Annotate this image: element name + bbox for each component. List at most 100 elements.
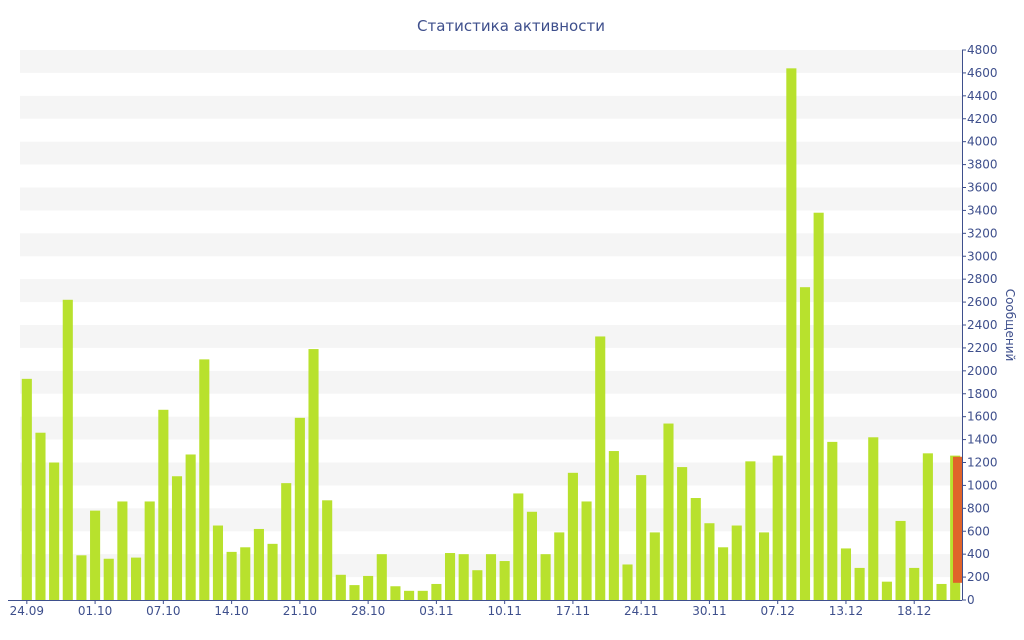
y-tick-label: 2200 (967, 341, 998, 355)
y-tick-label: 200 (967, 570, 990, 584)
bar (335, 574, 346, 600)
bar (49, 462, 60, 600)
bar (21, 378, 32, 600)
bar (349, 585, 360, 600)
bar (103, 558, 114, 600)
bar (704, 523, 715, 600)
y-tick-label: 4400 (967, 89, 998, 103)
y-tick-label: 3200 (967, 226, 998, 240)
bar (540, 554, 551, 600)
grid-band (20, 141, 962, 165)
y-tick-label: 4200 (967, 112, 998, 126)
y-tick-label: 4800 (967, 43, 998, 57)
bar (677, 467, 688, 600)
bar (390, 586, 401, 600)
y-tick-label: 4000 (967, 135, 998, 149)
bar (868, 437, 879, 600)
x-tick-label: 14.10 (214, 604, 248, 618)
x-tick-label: 07.10 (146, 604, 180, 618)
x-tick-label: 18.12 (897, 604, 931, 618)
bar (718, 547, 729, 600)
chart-title: Статистика активности (417, 17, 605, 35)
grid-band (20, 416, 962, 440)
y-tick-label: 3000 (967, 249, 998, 263)
bar (308, 349, 319, 600)
bar (649, 532, 660, 600)
y-tick-label: 2400 (967, 318, 998, 332)
bar (513, 493, 524, 600)
x-tick-label: 24.09 (10, 604, 44, 618)
x-tick-label: 21.10 (283, 604, 317, 618)
bar (636, 475, 647, 600)
bar (281, 483, 292, 601)
grid-bands (20, 50, 962, 578)
bar (117, 501, 128, 600)
y-tick-label: 4600 (967, 66, 998, 80)
bars (21, 68, 962, 601)
y-tick-label: 1200 (967, 456, 998, 470)
x-axis: 24.09 01.10 07.10 14.10 21.10 28.10 03.11 10.11… (8, 600, 962, 618)
grid-band (20, 233, 962, 257)
bar (554, 532, 565, 600)
bar (813, 212, 824, 600)
bar (581, 501, 592, 600)
grid-band (20, 370, 962, 394)
grid-band (20, 325, 962, 348)
x-tick-label: 07.12 (761, 604, 795, 618)
bar (745, 461, 756, 600)
bar (62, 299, 73, 600)
bar (322, 500, 333, 600)
bar (144, 501, 155, 600)
bar (595, 336, 606, 600)
bar (485, 554, 497, 600)
bar (376, 554, 387, 600)
y-tick-label: 0 (967, 593, 975, 607)
y-axis: 0 200 400 600 800 1000 1200 1400 1600 1800 2000 220… (962, 43, 998, 607)
bar (76, 555, 87, 600)
bar (212, 525, 224, 600)
bar (731, 525, 742, 600)
grid-band (20, 50, 962, 73)
bar (458, 554, 469, 600)
bar (171, 476, 183, 600)
bar (226, 551, 237, 601)
grid-band (20, 462, 962, 486)
bar (294, 417, 305, 600)
y-tick-label: 3400 (967, 203, 998, 217)
y-tick-label: 400 (967, 547, 990, 561)
y-tick-label: 1800 (967, 387, 998, 401)
bar (567, 472, 578, 600)
bar (444, 553, 456, 600)
bar (854, 567, 865, 600)
y-tick-label: 2600 (967, 295, 998, 309)
bar (608, 451, 619, 600)
bar (199, 359, 210, 601)
bar (499, 561, 510, 600)
bar (690, 498, 701, 600)
bar (840, 548, 852, 600)
x-tick-label: 30.11 (692, 604, 726, 618)
bar (185, 454, 196, 600)
bar (526, 511, 538, 600)
y-axis-label: Сообщений (1003, 289, 1017, 362)
bar (936, 583, 947, 600)
bar (622, 564, 633, 600)
y-tick-label: 2000 (967, 364, 998, 378)
grid-band (20, 279, 962, 303)
bar (909, 567, 920, 600)
x-tick-label: 01.10 (78, 604, 112, 618)
y-tick-label: 2800 (967, 272, 998, 286)
grid-band (20, 508, 962, 532)
bar (799, 287, 811, 600)
x-tick-label: 24.11 (624, 604, 658, 618)
bar (472, 570, 483, 600)
y-tick-label: 3600 (967, 181, 998, 195)
x-tick-label: 28.10 (351, 604, 385, 618)
bar (881, 581, 892, 600)
y-tick-label: 1000 (967, 478, 998, 492)
bar (158, 409, 169, 600)
bar (240, 547, 251, 600)
y-tick-label: 800 (967, 501, 990, 515)
highlight-bar (953, 456, 962, 583)
bar (663, 423, 674, 600)
